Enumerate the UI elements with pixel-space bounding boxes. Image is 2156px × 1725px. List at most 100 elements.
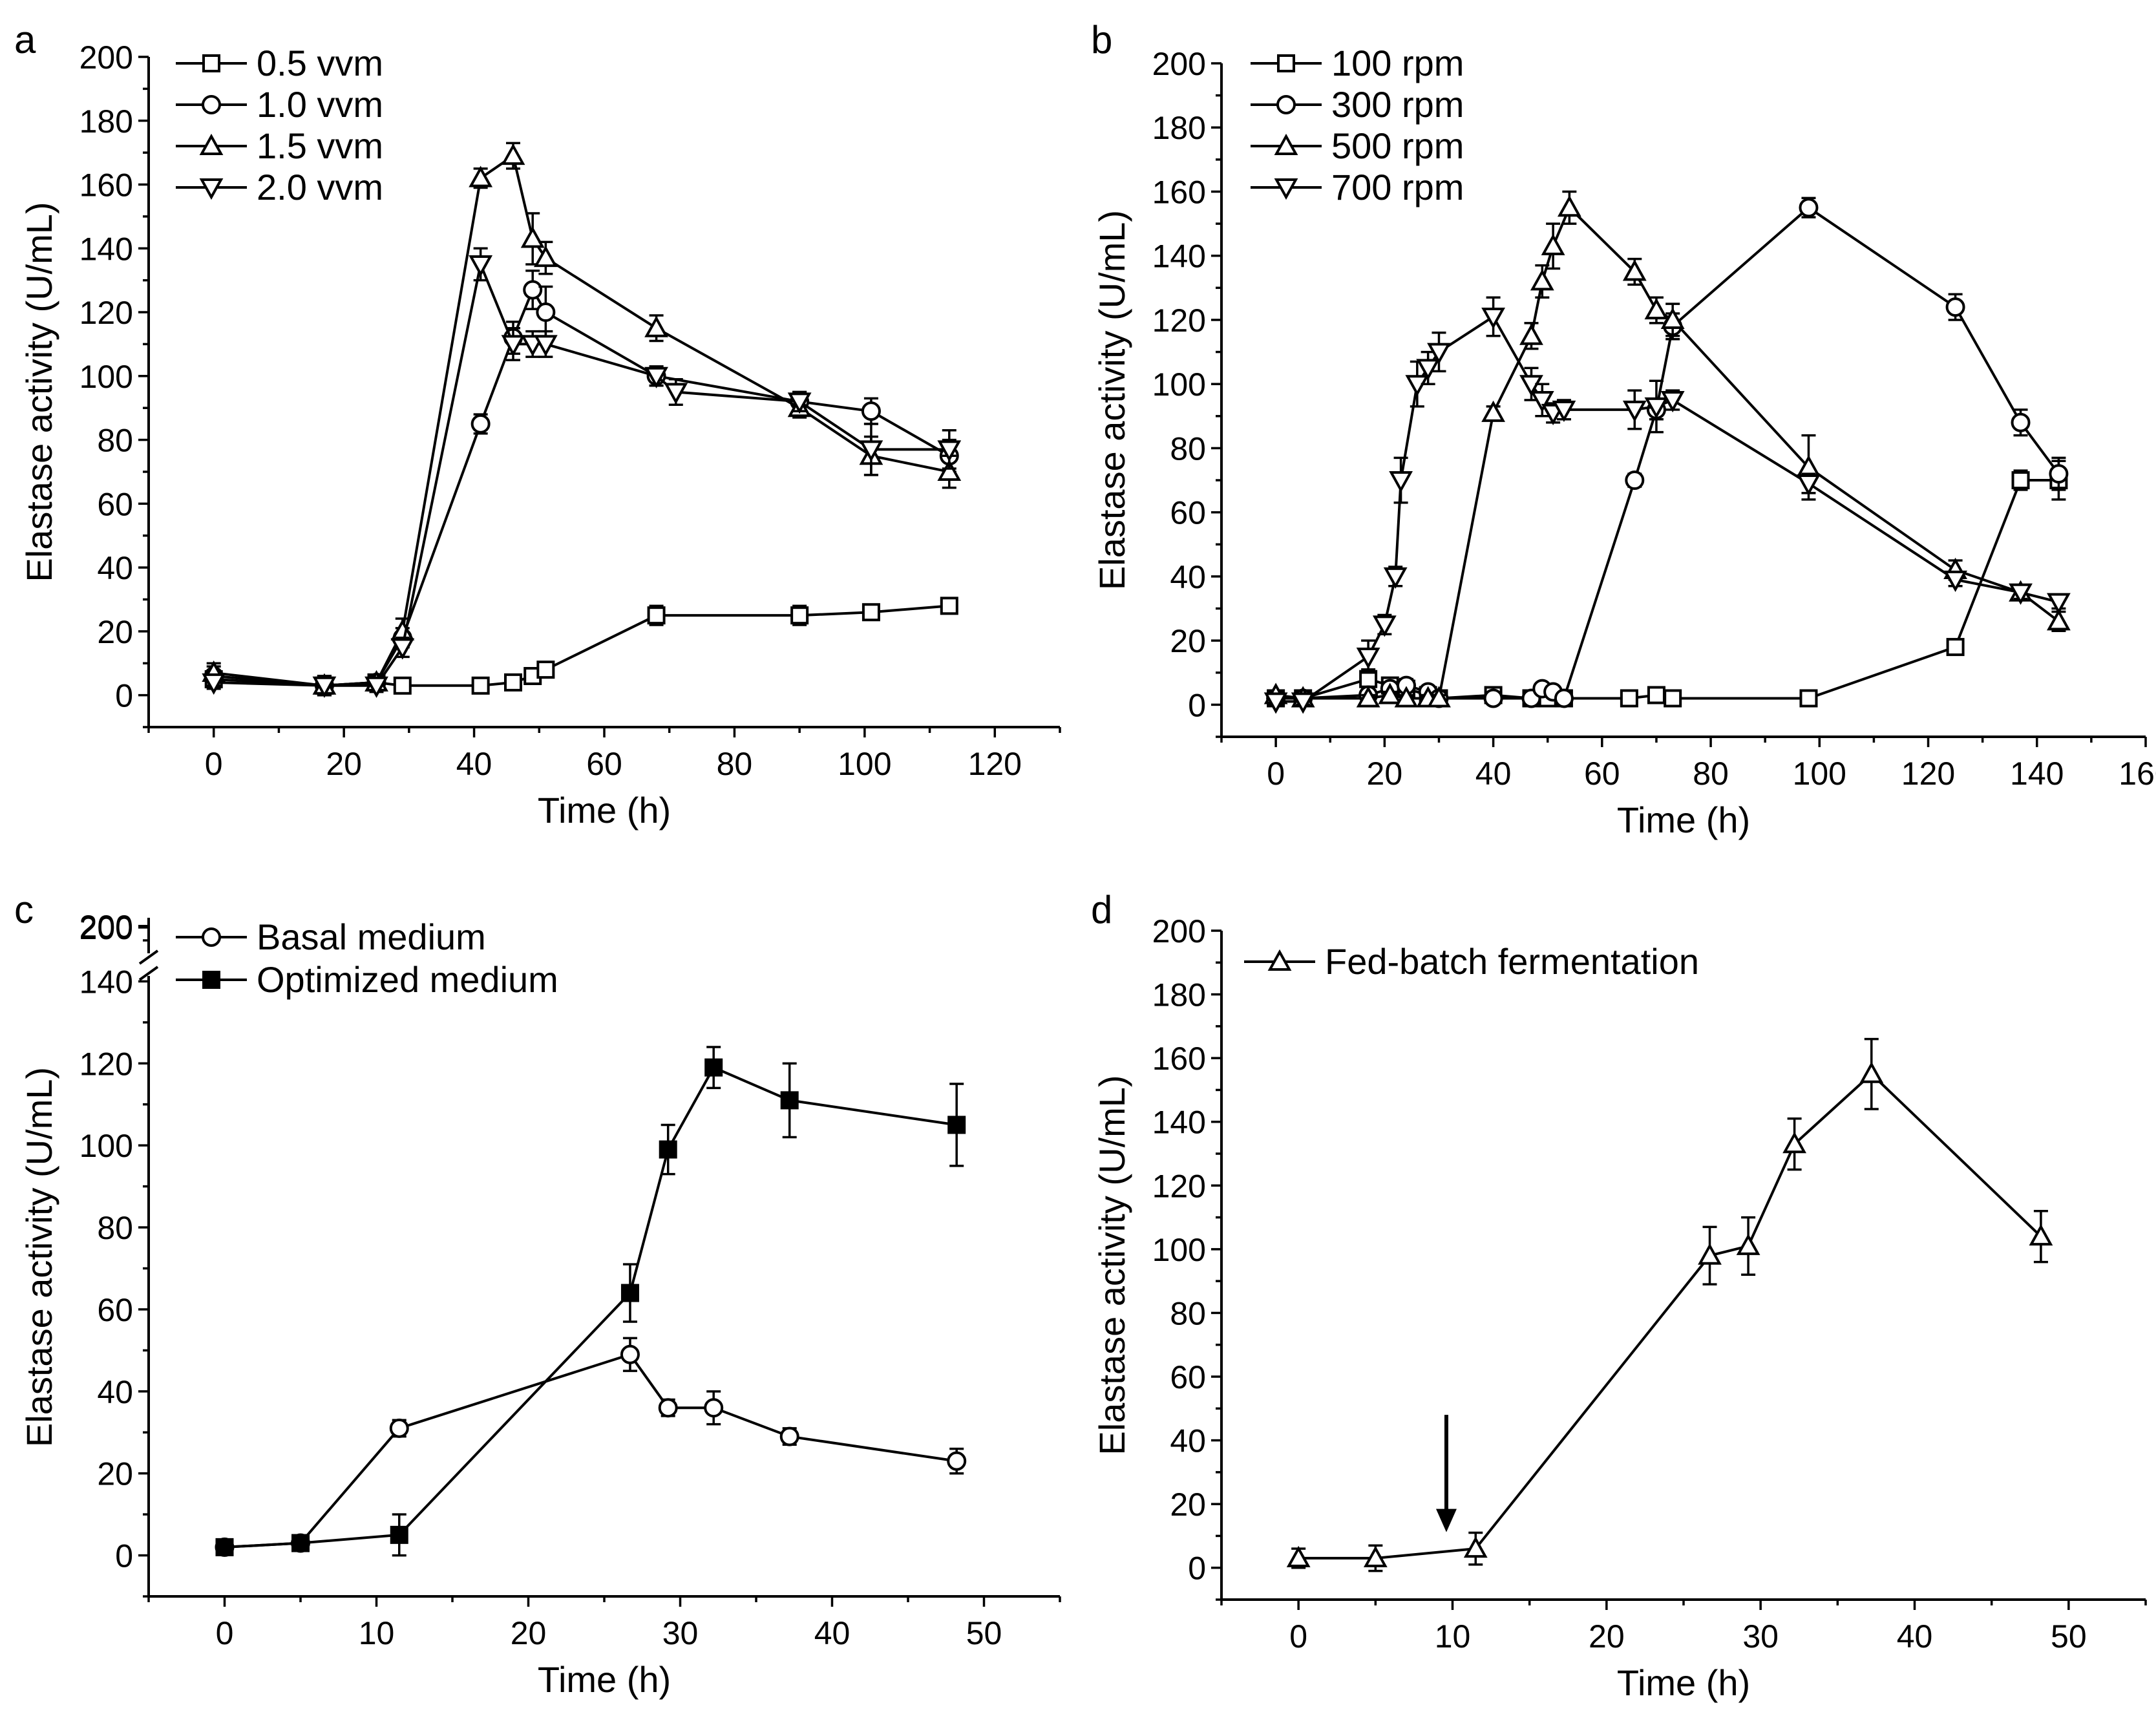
data-point — [620, 1284, 639, 1302]
y-tick-label: 180 — [1152, 110, 1206, 146]
x-tick-label: 40 — [1897, 1618, 1933, 1655]
y-tick-label: 60 — [97, 1292, 133, 1328]
series-700-rpm — [1263, 296, 2071, 714]
data-point — [780, 1091, 799, 1110]
data-point — [1383, 567, 1408, 589]
y-tick-label: 60 — [97, 486, 133, 522]
x-tick-label: 80 — [717, 746, 753, 782]
data-point — [1291, 692, 1315, 714]
x-tick-label: 50 — [966, 1615, 1002, 1651]
x-tick-label: 20 — [511, 1615, 547, 1651]
y-tick-label: 20 — [1170, 623, 1206, 659]
y-tick-label: 140 — [79, 231, 133, 267]
legend-marker — [202, 971, 220, 989]
y-tick-label: 80 — [97, 423, 133, 459]
y-tick-label: 80 — [1170, 1295, 1206, 1331]
y-axis-title: Elastase activity (U/mL) — [19, 202, 59, 582]
data-point — [644, 315, 668, 337]
data-point — [1799, 198, 1819, 218]
y-axis-title: Elastase activity (U/mL) — [1092, 210, 1132, 590]
x-tick-label: 30 — [662, 1615, 699, 1651]
y-tick-label: 160 — [1152, 1041, 1206, 1077]
data-point — [620, 1344, 640, 1364]
data-point — [1644, 297, 1669, 320]
panel-letter: d — [1091, 888, 1112, 931]
x-tick-label: 20 — [1589, 1618, 1625, 1655]
y-tick-label: 100 — [79, 359, 133, 395]
data-point — [1463, 1536, 1488, 1558]
data-point — [1554, 688, 1574, 708]
x-tick-label: 0 — [1289, 1618, 1307, 1655]
data-point — [393, 676, 412, 695]
x-tick-label: 0 — [205, 746, 223, 782]
legend-marker — [202, 95, 221, 114]
x-tick-label: 100 — [1793, 756, 1846, 792]
data-point — [470, 414, 491, 434]
y-tick-label: 200 — [79, 39, 133, 76]
data-point — [471, 676, 490, 695]
x-tick-label: 60 — [1584, 756, 1620, 792]
y-tick-label: 180 — [79, 103, 133, 140]
y-tick-label: 0 — [115, 678, 133, 714]
data-point — [1378, 683, 1402, 704]
data-point — [664, 383, 688, 405]
series-line-1-0-vvm — [213, 286, 950, 687]
data-point — [365, 676, 388, 698]
panel-d: d 0 10 20 30 40 50 0 20 40 60 80 100 120 140 160 180 200 T… — [1091, 888, 2147, 1703]
series-line-optimized-medium — [224, 1066, 957, 1549]
x-tick-label: 30 — [1742, 1618, 1779, 1655]
x-tick-label: 80 — [1693, 756, 1729, 792]
legend-marker — [202, 927, 221, 947]
data-point — [1660, 307, 1685, 329]
legend-label: 500 rpm — [1331, 125, 1464, 166]
data-point — [1394, 686, 1419, 708]
data-point — [1859, 1061, 1884, 1083]
legend-marker — [1276, 95, 1296, 114]
data-point — [1356, 686, 1380, 708]
data-point — [1389, 471, 1413, 493]
series-2-0-vvm — [202, 247, 962, 698]
data-point — [2047, 593, 2071, 615]
y-tick-label: 140 — [1152, 1105, 1206, 1141]
series-100-rpm — [1267, 460, 2068, 708]
y-tick-label: 100 — [1152, 1232, 1206, 1268]
data-point — [644, 366, 668, 388]
data-point — [1782, 1132, 1806, 1154]
series-fed-batch-fermentation — [1286, 1037, 2053, 1572]
data-point — [2011, 471, 2030, 490]
data-point — [1945, 297, 1965, 317]
data-point — [1660, 391, 1685, 413]
data-point — [1552, 400, 1576, 423]
legend-label: 700 rpm — [1331, 167, 1464, 207]
data-point — [2009, 583, 2033, 605]
data-point — [659, 1140, 677, 1159]
y-tick-label: 160 — [1152, 174, 1206, 210]
data-point — [1483, 688, 1503, 708]
data-point — [215, 1538, 234, 1556]
y-tick-label: 140 — [1152, 238, 1206, 275]
data-point — [469, 255, 493, 277]
data-point — [2047, 609, 2071, 631]
data-point — [2049, 464, 2069, 484]
data-point — [861, 603, 880, 622]
data-point — [1356, 647, 1380, 670]
y-tick-label: 80 — [97, 1210, 133, 1246]
x-tick-label: 140 — [2010, 756, 2064, 792]
data-point — [501, 335, 525, 357]
series-line-700-rpm — [1276, 315, 2059, 703]
y-tick-label: 80 — [1170, 430, 1206, 467]
x-tick-label: 10 — [359, 1615, 395, 1651]
panel-b: b 0 20 40 60 80 100 120 140 160 0 20 40 60 80 100 120 140… — [1091, 18, 2156, 840]
data-point — [1481, 307, 1505, 330]
data-point — [1799, 689, 1818, 708]
panel-a: a 0 20 40 60 80 100 120 0 20 40 60 80 100 120 140 160 180… — [14, 18, 1061, 831]
data-point — [390, 1525, 408, 1544]
x-axis-title: Time (h) — [1617, 1662, 1750, 1703]
data-point — [790, 606, 809, 625]
y-axis-title: Elastase activity (U/mL) — [19, 1067, 59, 1447]
data-point — [937, 459, 962, 481]
